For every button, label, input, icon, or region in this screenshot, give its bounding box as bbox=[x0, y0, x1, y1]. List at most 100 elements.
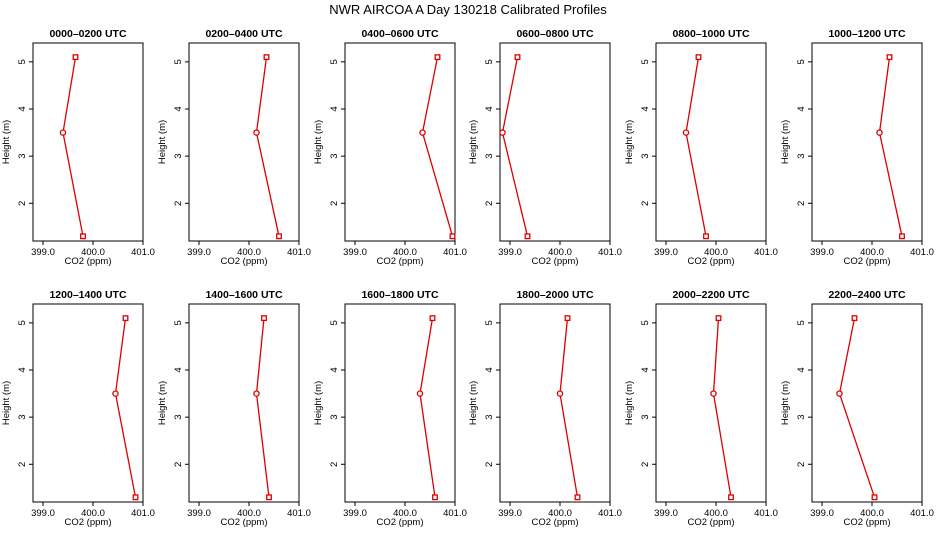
x-axis-label: CO2 (ppm) bbox=[377, 256, 424, 267]
y-tick-label: 2 bbox=[329, 201, 340, 206]
panel-title: 0200–0400 UTC bbox=[205, 28, 282, 40]
y-tick-label: 5 bbox=[329, 320, 340, 325]
plot-frame bbox=[811, 303, 923, 503]
plot-frame bbox=[655, 42, 767, 242]
profile-point bbox=[728, 494, 734, 501]
profile-point bbox=[715, 315, 722, 322]
x-tick-label: 399.0 bbox=[810, 247, 834, 258]
y-tick-label: 5 bbox=[796, 320, 807, 325]
plot-frame bbox=[188, 42, 300, 242]
panel-title: 1600–1800 UTC bbox=[361, 289, 438, 301]
x-tick-label: 400.0 bbox=[704, 508, 728, 519]
y-tick-label: 4 bbox=[173, 367, 184, 372]
plot-frame bbox=[344, 42, 456, 242]
y-tick-label: 2 bbox=[640, 462, 651, 467]
profile-line bbox=[255, 318, 270, 498]
x-tick-label: 399.0 bbox=[654, 508, 678, 519]
y-tick-label: 3 bbox=[640, 414, 651, 419]
profile-line bbox=[114, 318, 137, 498]
y-tick-label: 3 bbox=[796, 153, 807, 158]
y-tick-label: 4 bbox=[173, 106, 184, 111]
x-tick-label: 400.0 bbox=[548, 247, 572, 258]
x-tick-label: 401.0 bbox=[131, 508, 155, 519]
profile-point bbox=[574, 494, 581, 501]
y-axis-label: Height (m) bbox=[157, 381, 168, 425]
y-tick-label: 4 bbox=[796, 106, 807, 111]
y-axis-label: Height (m) bbox=[468, 381, 479, 425]
y-axis-label: Height (m) bbox=[624, 381, 635, 425]
panel-title: 0400–0600 UTC bbox=[361, 28, 438, 40]
y-tick-label: 5 bbox=[640, 59, 651, 64]
profile-point bbox=[419, 129, 426, 136]
y-tick-label: 2 bbox=[17, 201, 28, 206]
profile-line bbox=[62, 56, 84, 237]
y-tick-label: 3 bbox=[640, 153, 651, 158]
y-tick-label: 4 bbox=[329, 367, 340, 372]
x-tick-label: 399.0 bbox=[810, 508, 834, 519]
x-tick-label: 401.0 bbox=[287, 247, 311, 258]
y-tick-label: 4 bbox=[329, 106, 340, 111]
x-tick-label: 400.0 bbox=[393, 247, 417, 258]
panel-title: 0000–0200 UTC bbox=[49, 28, 126, 40]
profile-point bbox=[263, 54, 270, 61]
panel-title: 1800–2000 UTC bbox=[516, 289, 593, 301]
x-tick-label: 400.0 bbox=[81, 508, 105, 519]
profile-point bbox=[556, 390, 564, 397]
profile-point bbox=[524, 233, 531, 240]
x-tick-label: 401.0 bbox=[287, 508, 311, 519]
y-tick-label: 4 bbox=[17, 367, 28, 372]
x-tick-label: 399.0 bbox=[498, 247, 522, 258]
profile-panel: 0200–0400 UTC 399.0 400.0 401.0 2 3 4 5 CO2 (ppm… bbox=[157, 28, 311, 267]
y-tick-label: 3 bbox=[329, 414, 340, 419]
y-tick-label: 4 bbox=[17, 106, 28, 111]
profile-line bbox=[685, 56, 707, 237]
y-tick-label: 5 bbox=[484, 320, 495, 325]
figure-title: NWR AIRCOA A Day 130218 Calibrated Profi… bbox=[329, 2, 607, 17]
y-tick-label: 3 bbox=[484, 153, 495, 158]
x-tick-label: 401.0 bbox=[443, 247, 467, 258]
y-tick-label: 5 bbox=[484, 59, 495, 64]
y-axis-label: Height (m) bbox=[780, 120, 791, 164]
profile-point bbox=[122, 315, 129, 322]
profile-panel: 1400–1600 UTC 399.0 400.0 401.0 2 3 4 5 CO2 (ppm… bbox=[157, 289, 311, 528]
profile-line bbox=[878, 57, 903, 237]
y-tick-label: 5 bbox=[329, 59, 340, 64]
profile-line bbox=[255, 57, 280, 237]
x-tick-label: 400.0 bbox=[393, 508, 417, 519]
x-axis-label: CO2 (ppm) bbox=[65, 517, 112, 528]
x-tick-label: 401.0 bbox=[443, 508, 467, 519]
profile-point bbox=[886, 54, 893, 61]
y-axis-label: Height (m) bbox=[468, 120, 479, 164]
x-tick-label: 400.0 bbox=[860, 247, 884, 258]
x-tick-label: 401.0 bbox=[910, 508, 934, 519]
x-axis-label: CO2 (ppm) bbox=[688, 517, 735, 528]
x-tick-label: 400.0 bbox=[704, 247, 728, 258]
x-tick-label: 400.0 bbox=[548, 508, 572, 519]
panel-title: 1400–1600 UTC bbox=[205, 289, 282, 301]
y-axis-label: Height (m) bbox=[780, 381, 791, 425]
x-tick-label: 400.0 bbox=[237, 508, 261, 519]
y-axis-label: Height (m) bbox=[313, 120, 324, 164]
profile-line bbox=[559, 318, 579, 498]
y-tick-label: 2 bbox=[484, 201, 495, 206]
profile-point bbox=[851, 315, 858, 322]
x-tick-label: 401.0 bbox=[754, 508, 778, 519]
x-tick-label: 399.0 bbox=[343, 508, 367, 519]
profile-point bbox=[449, 233, 456, 240]
plot-frame bbox=[499, 42, 611, 242]
y-tick-label: 4 bbox=[796, 367, 807, 372]
panel-title: 0600–0800 UTC bbox=[516, 28, 593, 40]
y-tick-label: 5 bbox=[796, 59, 807, 64]
x-tick-label: 399.0 bbox=[187, 247, 211, 258]
y-tick-label: 4 bbox=[484, 367, 495, 372]
y-axis-label: Height (m) bbox=[157, 120, 168, 164]
plot-frame bbox=[32, 303, 144, 503]
x-tick-label: 399.0 bbox=[343, 247, 367, 258]
profile-panel: 1000–1200 UTC 399.0 400.0 401.0 2 3 4 5 CO2 (ppm… bbox=[780, 28, 934, 267]
plot-frame bbox=[499, 303, 611, 503]
profile-point bbox=[871, 494, 878, 501]
y-tick-label: 2 bbox=[173, 462, 184, 467]
profile-point bbox=[416, 390, 424, 397]
x-axis-label: CO2 (ppm) bbox=[532, 517, 579, 528]
profile-point bbox=[72, 54, 79, 61]
